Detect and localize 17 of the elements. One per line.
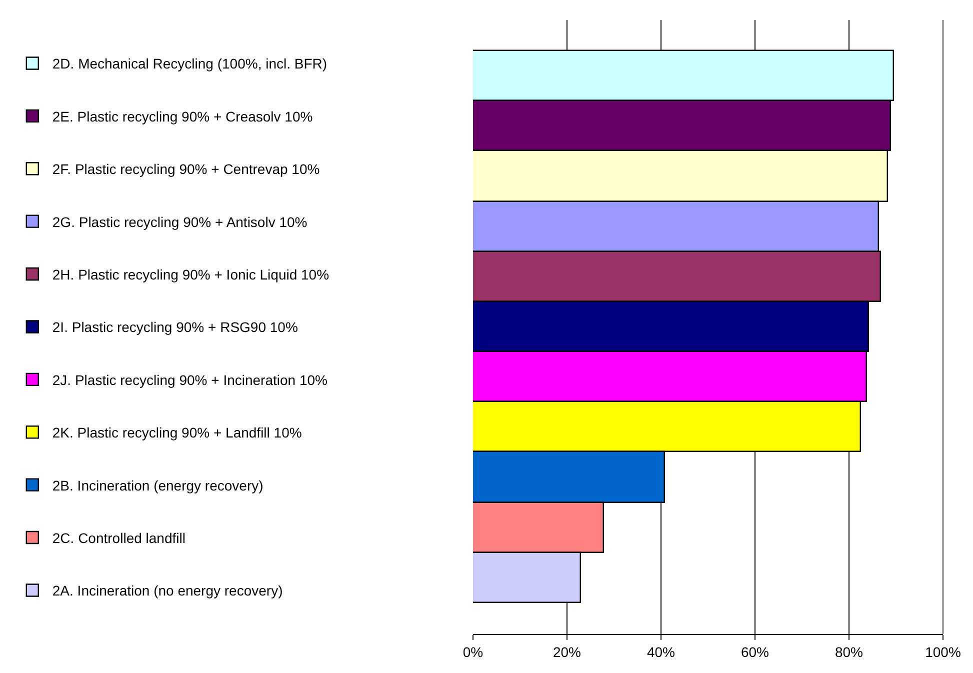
legend-label: 2F. Plastic recycling 90% + Centrevap 10% [52, 161, 320, 178]
x-tick-label: 20% [552, 644, 582, 660]
x-tick-label: 80% [834, 644, 864, 660]
legend-label: 2C. Controlled landfill [52, 530, 186, 546]
legend-label: 2H. Plastic recycling 90% + Ionic Liquid 10% [52, 266, 330, 282]
legend-label: 2B. Incineration (energy recovery) [52, 477, 264, 494]
x-tick-label: 60% [740, 644, 770, 660]
x-tick-label: 0% [462, 644, 484, 660]
legend-label: 2E. Plastic recycling 90% + Creasolv 10% [52, 108, 313, 124]
legend-label: 2J. Plastic recycling 90% + Incineration 10% [52, 372, 328, 388]
legend-label: 2A. Incineration (no energy recovery) [52, 582, 283, 599]
legend-label: 2G. Plastic recycling 90% + Antisolv 10% [52, 214, 308, 230]
x-tick-label: 100% [925, 644, 961, 660]
legend-label: 2K. Plastic recycling 90% + Landfill 10% [52, 424, 302, 441]
legend-label: 2I. Plastic recycling 90% + RSG90 10% [52, 319, 298, 336]
legend-label: 2D. Mechanical Recycling (100%, incl. BFR) [52, 56, 328, 72]
x-tick-label: 40% [646, 644, 676, 660]
